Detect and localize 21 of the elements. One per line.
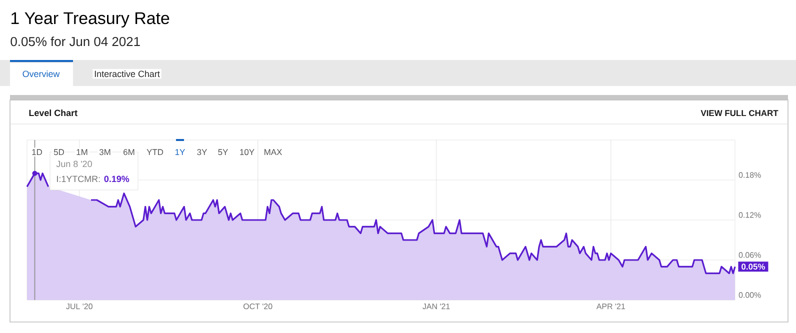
annotation: 0.05%	[742, 264, 766, 270]
annotation: 1Y	[175, 149, 186, 155]
annotation: Jun 8 '20	[56, 160, 92, 168]
annotation: 0.19%	[104, 176, 130, 182]
annotation: 5Y	[218, 149, 228, 156]
annotation: MAX	[264, 149, 282, 155]
annotation: 1D	[32, 149, 42, 155]
text: Overview	[22, 70, 60, 78]
annotation: YTD	[146, 149, 164, 155]
chart-subtitle: 0.05% for Jun 04 2021	[10, 36, 140, 46]
annotation: 10Y	[240, 149, 254, 156]
annotation: 5D	[54, 149, 64, 156]
annotation: 3M	[99, 149, 110, 156]
chart-title: 1 Year Treasury Rate	[12, 12, 170, 28]
annotation: I:1YTCMR:	[57, 176, 100, 182]
text: Interactive Chart	[94, 70, 160, 78]
annotation: 6M	[124, 149, 134, 156]
annotation: 3Y	[197, 149, 208, 156]
annotation: 1M	[76, 149, 88, 155]
text: Level Chart	[29, 110, 78, 116]
text: VIEW FULL CHART	[700, 110, 778, 116]
